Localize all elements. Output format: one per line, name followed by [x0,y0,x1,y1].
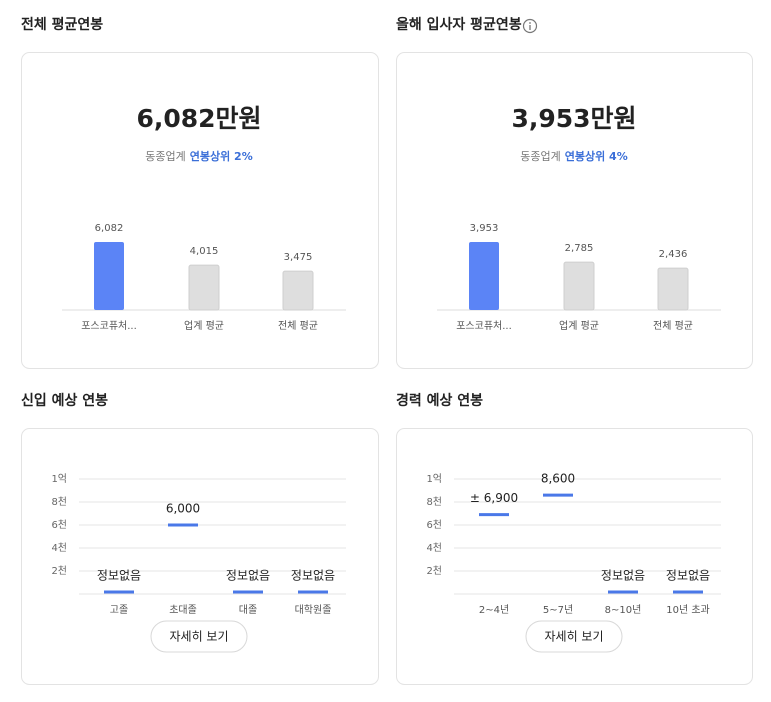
value-label: 정보없음 [226,569,270,583]
button-label[interactable]: 자세히 보기 [169,630,228,644]
y-tick-label: 2천 [426,565,442,577]
value-label: 2,436 [659,249,688,260]
section-title: 올해 입사자 평균연봉 [396,16,522,33]
y-tick-label: 4천 [51,542,67,554]
category-label: 포스코퓨처... [81,320,137,332]
category-label: 전체 평균 [278,320,318,332]
category-label: 초대졸 [169,604,197,616]
value-label: 2,785 [565,243,594,254]
section-title: 신입 예상 연봉 [21,393,108,409]
value-label: 6,082 [95,223,124,234]
bar [94,242,124,310]
bar [657,267,689,311]
note: 동종업계 [145,150,185,163]
button[interactable] [525,620,623,653]
category-label: 업계 평균 [184,319,224,332]
category-label: 고졸 [110,604,128,616]
category-label: 10년 초과 [666,604,710,616]
note-line: 동종업계 연봉상위 4% [520,149,627,163]
category-label: 5~7년 [543,604,573,616]
y-tick-label: 1억 [51,473,67,485]
value-label: ± 6,900 [470,491,518,505]
bar [188,264,220,311]
category-label: 대졸 [239,604,257,616]
y-tick-label: 8천 [426,496,442,508]
button[interactable] [150,620,248,653]
y-tick-label: 4천 [426,542,442,554]
category-label: 2~4년 [479,604,509,616]
category-label: 8~10년 [605,604,642,616]
y-tick-label: 2천 [51,565,67,577]
bar [282,270,314,311]
y-tick-label: 1억 [426,473,442,485]
category-label: 업계 평균 [559,319,599,332]
headline: 3,953만원 [511,104,636,133]
headline: 6,082만원 [136,104,261,133]
value-label: 정보없음 [666,569,710,583]
highlight: 연봉상위 2% [190,149,253,163]
value-label: 정보없음 [97,569,141,583]
bar [563,261,595,311]
category-label: 포스코퓨처... [456,320,512,332]
note: 동종업계 [520,150,560,163]
value-label: 8,600 [541,472,575,486]
note-line: 동종업계 연봉상위 2% [145,149,252,163]
value-label: 정보없음 [601,569,645,583]
category-label: 대학원졸 [295,604,332,616]
value-label: 정보없음 [291,569,335,583]
value-label: 3,475 [284,252,313,263]
button-label[interactable]: 자세히 보기 [544,630,603,644]
value-label: 4,015 [190,246,219,257]
section-title: 경력 예상 연봉 [396,392,483,409]
y-tick-label: 8천 [51,496,67,508]
category-label: 전체 평균 [653,320,693,332]
y-tick-label: 6천 [51,519,67,531]
bar [469,242,499,310]
section-title: 전체 평균연봉 [21,16,103,33]
highlight: 연봉상위 4% [565,149,628,163]
card [396,428,753,685]
value-label: 3,953 [470,223,499,234]
y-tick-label: 6천 [426,519,442,531]
info-icon[interactable] [522,18,538,34]
card [21,428,379,685]
value-label: 6,000 [166,502,200,516]
